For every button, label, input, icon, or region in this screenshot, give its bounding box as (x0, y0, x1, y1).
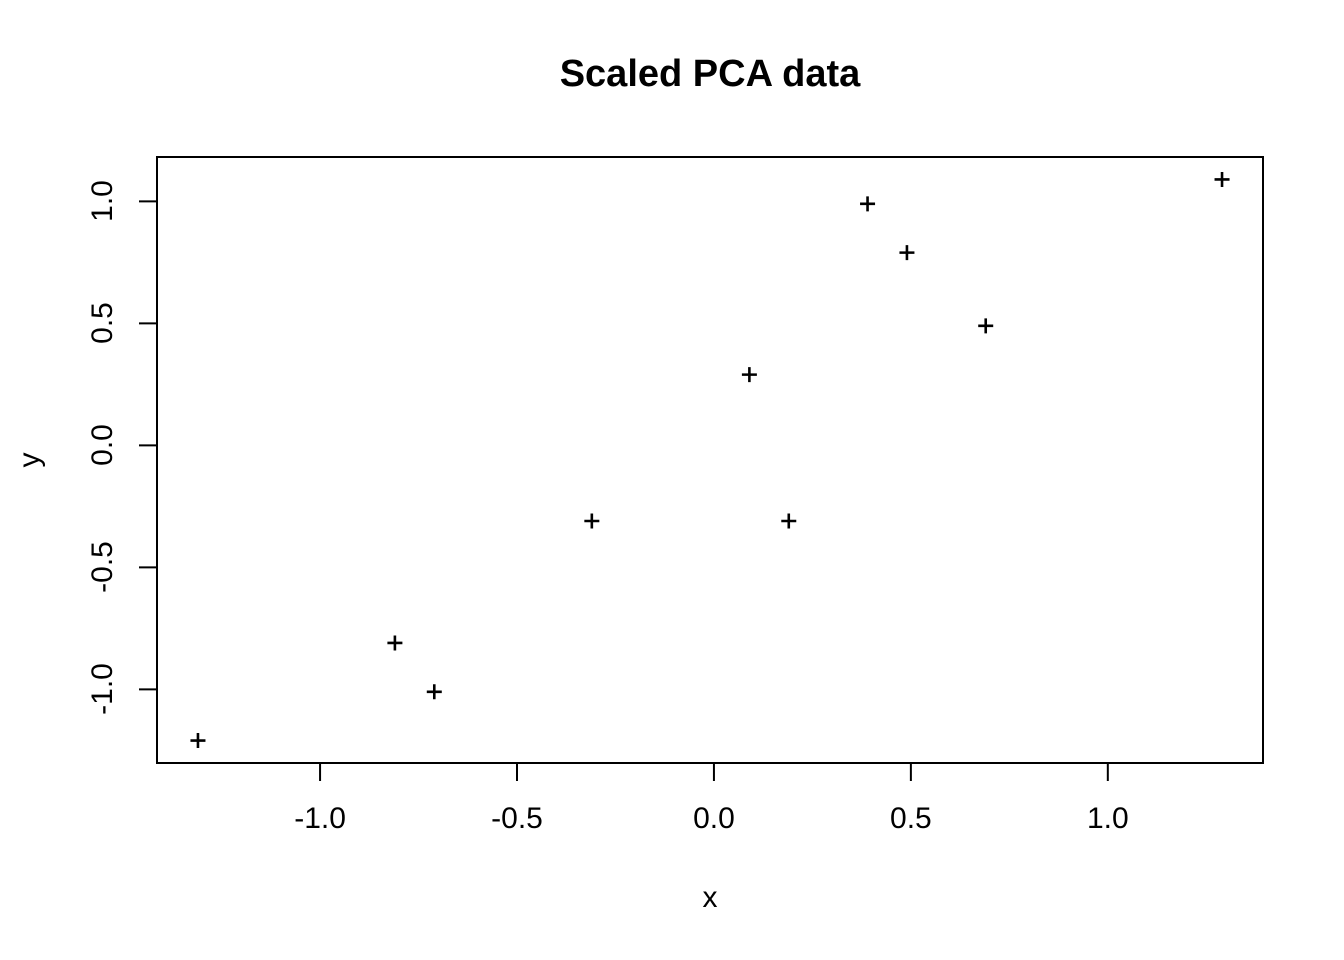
x-tick-label: -1.0 (294, 802, 346, 835)
data-point-marker (781, 513, 797, 529)
data-point-marker (860, 196, 876, 212)
data-point-marker (1214, 171, 1230, 187)
x-tick-label: 0.0 (693, 802, 735, 835)
x-tick-label: -0.5 (491, 802, 543, 835)
data-point-marker (978, 318, 994, 334)
y-tick-label: -0.5 (86, 541, 119, 594)
plot-border (156, 156, 1264, 764)
y-tick-label: 0.0 (86, 424, 119, 467)
y-axis-label: y (13, 452, 46, 468)
chart-title: Scaled PCA data (559, 53, 861, 95)
y-tick-label: 1.0 (86, 180, 119, 223)
data-point-marker (741, 367, 757, 383)
y-tick-label: 0.5 (86, 302, 119, 345)
data-point-marker (190, 733, 206, 749)
x-tick-label: 0.5 (890, 802, 932, 835)
x-tick-label: 1.0 (1086, 802, 1129, 835)
data-point-marker (426, 684, 442, 700)
data-point-marker (584, 513, 600, 529)
x-axis-label: x (702, 881, 718, 914)
data-point-marker (387, 635, 403, 651)
data-point-marker (899, 245, 915, 261)
y-tick-label: -1.0 (86, 663, 119, 716)
